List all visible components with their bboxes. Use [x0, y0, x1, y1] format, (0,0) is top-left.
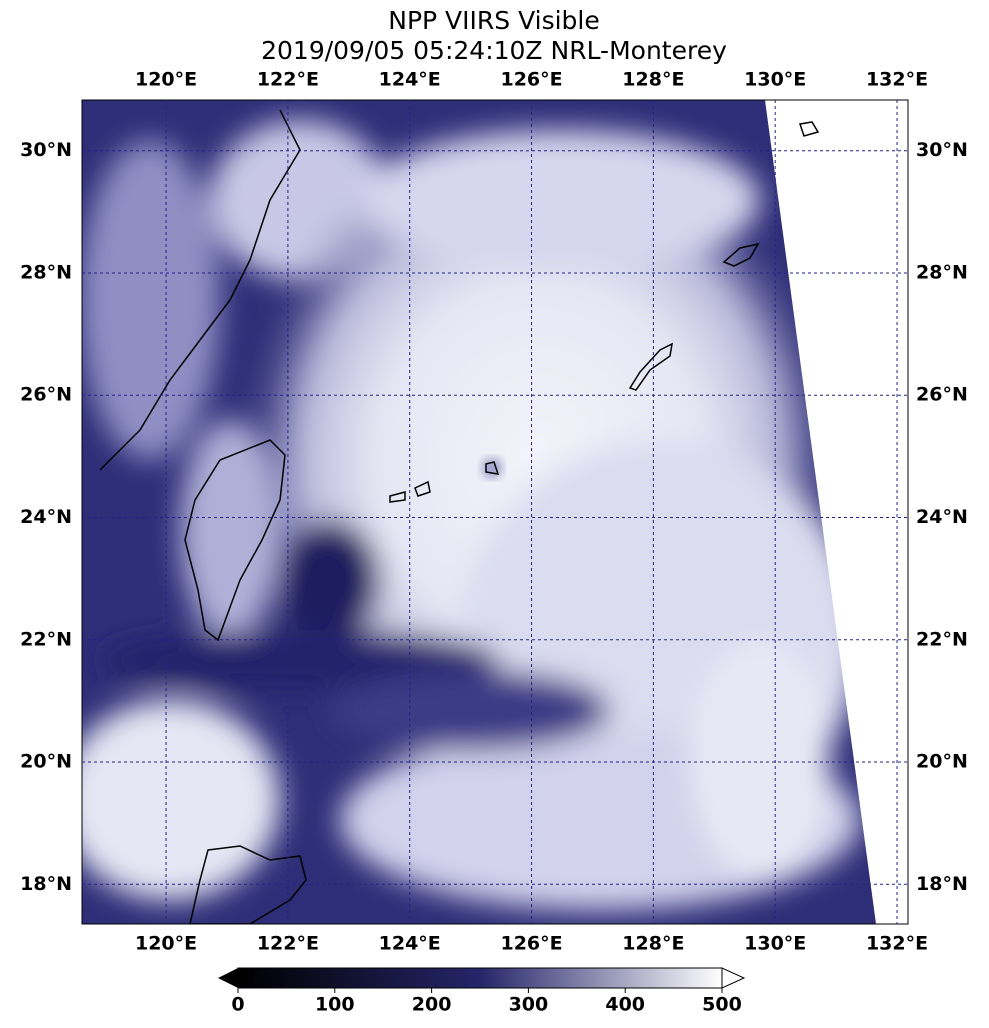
y-tick-label: 22°N: [916, 628, 968, 650]
y-tick-label: 30°N: [916, 139, 968, 161]
map-frame: [81, 99, 909, 925]
y-tick-label: 22°N: [20, 628, 72, 650]
y-tick-label: 18°N: [20, 873, 72, 895]
x-tick-label: 122°E: [257, 69, 319, 91]
x-tick-label: 126°E: [500, 69, 562, 91]
colorbar-tick-label: 300: [509, 994, 549, 1016]
subtitle: 2019/09/05 05:24:10Z NRL-Monterey: [261, 36, 727, 65]
x-tick-label: 130°E: [744, 933, 806, 955]
colorbar: [237, 967, 723, 989]
satellite-image: [82, 100, 908, 924]
y-tick-label: 26°N: [20, 384, 72, 406]
colorbar-tick-label: 400: [605, 994, 645, 1016]
x-tick-label: 126°E: [500, 933, 562, 955]
y-tick-label: 26°N: [916, 384, 968, 406]
x-tick-label: 124°E: [379, 933, 441, 955]
y-tick-label: 28°N: [916, 261, 968, 283]
y-tick-label: 24°N: [20, 506, 72, 528]
y-tick-label: 28°N: [20, 261, 72, 283]
x-tick-label: 132°E: [866, 933, 928, 955]
x-tick-label: 120°E: [135, 933, 197, 955]
colorbar-tick-label: 100: [315, 994, 355, 1016]
x-tick-label: 124°E: [379, 69, 441, 91]
x-tick-label: 120°E: [135, 69, 197, 91]
x-tick-label: 128°E: [622, 933, 684, 955]
x-tick-label: 132°E: [866, 69, 928, 91]
y-tick-label: 20°N: [20, 751, 72, 773]
colorbar-tick-label: 0: [231, 994, 244, 1016]
colorbar-extend-high: [721, 967, 746, 989]
y-tick-label: 20°N: [916, 751, 968, 773]
y-tick-label: 30°N: [20, 139, 72, 161]
colorbar-tick-label: 200: [412, 994, 452, 1016]
x-tick-label: 122°E: [257, 933, 319, 955]
x-tick-label: 128°E: [622, 69, 684, 91]
x-tick-label: 130°E: [744, 69, 806, 91]
title: NPP VIIRS Visible: [388, 6, 600, 35]
colorbar-tick-label: 500: [702, 994, 742, 1016]
y-tick-label: 18°N: [916, 873, 968, 895]
colorbar-extend-low: [218, 968, 238, 988]
y-tick-label: 24°N: [916, 506, 968, 528]
